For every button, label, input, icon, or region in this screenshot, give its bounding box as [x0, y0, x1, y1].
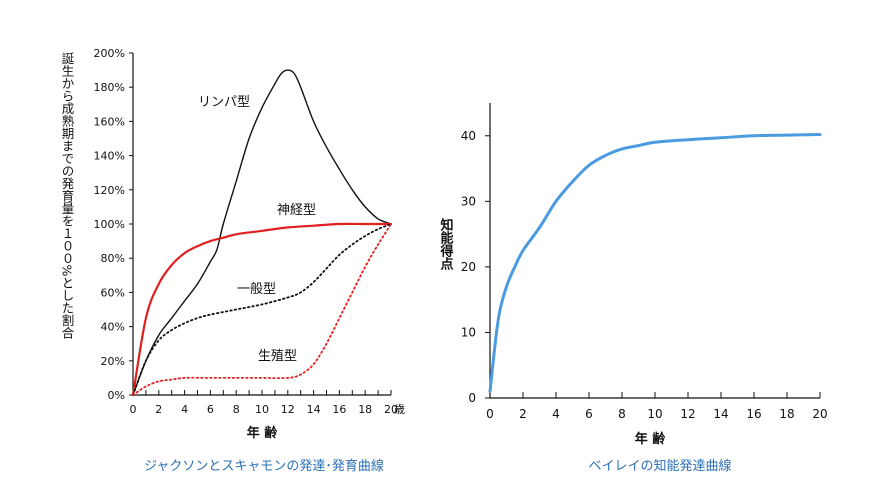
right-y-axis-title: 知能得点: [438, 217, 455, 271]
left-y-tick-label: 80%: [101, 252, 125, 265]
scammon-growth-chart: 0% 20% 40% 60% 80% 100% 120% 140% 160% 180% 200% 0…: [60, 47, 406, 474]
lymph-series-line: [132, 69, 392, 396]
series-label-lymph: リンパ型: [198, 95, 250, 110]
right-series-lines: [488, 133, 822, 393]
right-y-tick-label: 20: [461, 260, 476, 274]
left-x-ticks: 0 2 4 6 8 10 12 14 16 18 20: [130, 390, 398, 416]
right-x-tick-label: 18: [779, 407, 794, 421]
x-unit-label: 歳: [394, 403, 405, 416]
series-label-reproductive: 生殖型: [258, 348, 297, 364]
series-label-general: 一般型: [237, 281, 276, 297]
right-x-tick-label: 14: [713, 407, 728, 421]
left-x-tick-label: 16: [332, 403, 346, 416]
right-x-tick-label: 0: [486, 407, 494, 421]
left-y-tick-label: 0%: [108, 389, 125, 402]
bayley-intelligence-chart: 0 10 20 30 40 0 2 4 6 8 10 12 14 16 18 20 年 齢 知能得点 ベイレ…: [438, 103, 828, 474]
right-x-tick-label: 12: [680, 407, 695, 421]
left-y-tick-label: 60%: [101, 286, 125, 299]
right-y-tick-label: 10: [461, 325, 476, 339]
right-x-tick-label: 6: [585, 407, 593, 421]
left-y-ticks: 0% 20% 40% 60% 80% 100% 120% 140% 160% 180% 200%: [94, 47, 133, 402]
left-y-tick-label: 180%: [94, 81, 125, 94]
left-chart-caption: ジャクソンとスキャモンの発達･発育曲線: [144, 458, 384, 474]
left-y-tick-label: 40%: [101, 321, 125, 334]
left-x-tick-label: 8: [233, 403, 240, 416]
left-x-tick-label: 14: [307, 403, 321, 416]
right-y-tick-label: 30: [461, 194, 476, 208]
left-x-tick-label: 18: [358, 403, 372, 416]
left-y-tick-label: 200%: [94, 47, 125, 60]
left-x-axis-title: 年 齢: [247, 425, 279, 441]
right-y-tick-label: 40: [461, 129, 476, 143]
left-y-tick-label: 100%: [94, 218, 125, 231]
right-x-tick-label: 20: [812, 407, 827, 421]
left-x-tick-label: 0: [130, 403, 137, 416]
right-x-tick-label: 2: [519, 407, 527, 421]
left-y-tick-label: 140%: [94, 150, 125, 163]
left-x-tick-label: 2: [155, 403, 162, 416]
left-x-tick-label: 6: [207, 403, 214, 416]
right-x-axis-title: 年 齢: [635, 431, 667, 447]
left-y-tick-label: 20%: [101, 355, 125, 368]
left-y-tick-label: 120%: [94, 184, 125, 197]
right-x-tick-label: 16: [746, 407, 761, 421]
right-y-tick-label: 0: [468, 391, 476, 405]
right-x-tick-label: 8: [618, 407, 626, 421]
left-y-tick-label: 160%: [94, 115, 125, 128]
right-axes: [489, 103, 820, 399]
right-x-ticks: 0 2 4 6 8 10 12 14 16 18 20: [486, 392, 828, 421]
left-x-tick-label: 12: [281, 403, 295, 416]
left-x-tick-label: 4: [181, 403, 188, 416]
left-y-axis-title: 誕生から成熟期までの発育量を１００%とした割合: [60, 52, 75, 339]
left-x-tick-label: 20: [384, 403, 398, 416]
left-series-lines: [131, 69, 393, 397]
right-y-ticks: 0 10 20 30 40: [461, 129, 490, 405]
right-x-tick-label: 10: [647, 407, 662, 421]
series-label-neural: 神経型: [277, 203, 316, 218]
right-chart-caption: ベイレイの知能発達曲線: [588, 458, 731, 474]
right-x-tick-label: 4: [552, 407, 560, 421]
intelligence-series-line: [488, 133, 822, 393]
reproductive-series-line: [132, 223, 392, 396]
neural-series-line: [131, 222, 393, 397]
general-series-line: [132, 223, 392, 396]
left-x-tick-label: 10: [255, 403, 269, 416]
